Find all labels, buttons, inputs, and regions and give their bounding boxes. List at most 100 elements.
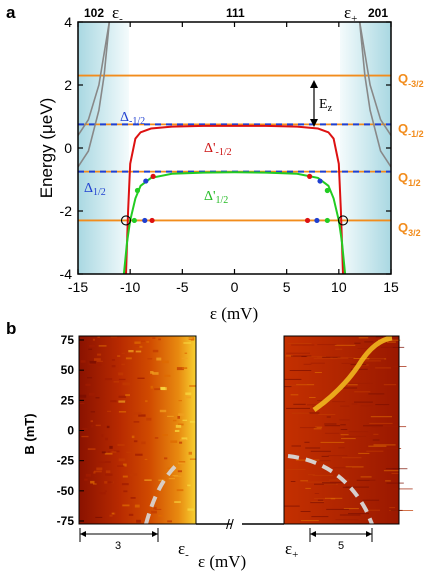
heat-pixel bbox=[111, 365, 116, 368]
heat-streak bbox=[349, 382, 373, 384]
heat-streak bbox=[375, 404, 390, 406]
b-x-axis-label: ε (mV) bbox=[198, 552, 246, 571]
crossing-circle bbox=[337, 215, 349, 226]
y-tick-label: -4 bbox=[60, 266, 73, 282]
heat-streak bbox=[284, 386, 292, 388]
x-tick-label: -15 bbox=[68, 279, 88, 295]
heat-pixel bbox=[135, 350, 142, 353]
shade-left bbox=[78, 22, 129, 274]
heat-streak bbox=[373, 433, 379, 435]
region-labels: 102 111 201 bbox=[84, 6, 388, 20]
heat-pixel bbox=[145, 400, 148, 403]
heat-streak bbox=[369, 479, 377, 481]
marker-dot bbox=[314, 217, 320, 224]
heat-pixel bbox=[97, 363, 102, 366]
delta-half-label: Δ1/2 bbox=[84, 181, 106, 198]
heat-pixel bbox=[90, 411, 95, 413]
heat-streak bbox=[375, 336, 384, 338]
q-1-2-label: Q1/2 bbox=[398, 170, 421, 188]
heat-streak bbox=[338, 447, 345, 449]
heat-streak bbox=[360, 476, 372, 478]
b-y-tick-label: 75 bbox=[61, 333, 75, 347]
heat-pixel bbox=[175, 424, 182, 428]
heat-pixel bbox=[101, 451, 106, 454]
x-axis-label: ε (mV) bbox=[210, 304, 258, 323]
heat-pixel bbox=[154, 508, 162, 510]
heat-streak bbox=[320, 441, 345, 443]
heat-streak bbox=[390, 509, 403, 511]
series-gray-left-outer bbox=[78, 22, 111, 136]
heat-streak bbox=[392, 488, 413, 490]
heat-streak bbox=[356, 479, 376, 481]
heat-streak bbox=[285, 469, 306, 470]
heat-pixel bbox=[186, 396, 191, 399]
heat-pixel bbox=[129, 473, 138, 476]
heat-pixel bbox=[111, 451, 117, 453]
heat-streak bbox=[312, 474, 333, 476]
heat-streak bbox=[354, 391, 371, 393]
x-tick-label: 5 bbox=[283, 279, 291, 295]
heat-streak bbox=[306, 356, 326, 358]
axis-ticks: -15 -10 -5 0 5 10 15 4 2 0 -2 -4 bbox=[60, 14, 399, 295]
heat-pixel bbox=[167, 467, 173, 469]
heat-pixel bbox=[94, 358, 101, 361]
heat-pixel bbox=[150, 385, 154, 389]
heat-streak bbox=[354, 342, 361, 344]
heat-pixel bbox=[99, 492, 106, 495]
heat-pixel bbox=[172, 475, 179, 477]
heatmap-right-frame bbox=[283, 335, 400, 525]
y-tick-label: 4 bbox=[64, 14, 72, 30]
heat-pixel bbox=[138, 414, 146, 417]
heat-pixel bbox=[93, 471, 96, 474]
heat-pixel bbox=[91, 424, 94, 428]
heat-streak bbox=[369, 422, 393, 424]
heat-pixel bbox=[101, 434, 104, 438]
heat-pixel bbox=[107, 481, 113, 484]
heat-pixel bbox=[185, 392, 192, 395]
ez-label: Ez bbox=[319, 97, 333, 114]
heat-streak bbox=[306, 481, 330, 483]
heat-streak bbox=[391, 472, 400, 474]
heat-streak bbox=[300, 480, 308, 482]
heat-pixel bbox=[164, 374, 171, 377]
heat-pixel bbox=[158, 338, 161, 341]
heat-pixel bbox=[96, 360, 103, 362]
heat-streak bbox=[310, 362, 325, 364]
heat-pixel bbox=[93, 483, 97, 485]
heat-pixel bbox=[188, 451, 192, 455]
panel-a-label: a bbox=[6, 3, 16, 22]
heat-streak bbox=[347, 384, 358, 386]
heat-streak bbox=[315, 426, 323, 428]
heat-streak bbox=[340, 429, 348, 430]
heat-pixel bbox=[158, 514, 163, 517]
heat-pixel bbox=[133, 421, 140, 423]
heat-streak bbox=[357, 348, 376, 349]
heat-pixel bbox=[158, 479, 165, 481]
heatmap-right bbox=[284, 335, 414, 525]
b-y-tick-label: 25 bbox=[61, 393, 75, 407]
heat-pixel bbox=[152, 337, 156, 339]
heat-pixel bbox=[139, 345, 143, 348]
heat-streak bbox=[392, 468, 408, 470]
heat-pixel bbox=[109, 514, 113, 517]
heat-pixel bbox=[133, 412, 142, 415]
x-tick-label: -5 bbox=[176, 279, 189, 295]
axis-break-mark: // bbox=[226, 516, 234, 532]
heat-pixel bbox=[98, 345, 107, 347]
heat-pixel bbox=[189, 458, 196, 460]
heat-streak bbox=[291, 445, 301, 447]
heat-pixel bbox=[85, 383, 91, 386]
heat-pixel bbox=[146, 341, 150, 343]
b-axis-ticks: 75 50 25 0 -25 -50 -75 bbox=[57, 333, 84, 528]
heat-pixel bbox=[133, 440, 138, 443]
marker-dot bbox=[150, 173, 156, 179]
heat-streak bbox=[343, 508, 359, 510]
heat-pixel bbox=[162, 434, 168, 436]
heat-streak bbox=[313, 428, 322, 430]
heat-streak bbox=[305, 487, 311, 489]
b-eps-plus: ε+ bbox=[285, 539, 298, 561]
heat-pixel bbox=[134, 341, 141, 344]
heat-streak bbox=[340, 424, 346, 426]
ez-arrow bbox=[310, 80, 318, 127]
heat-pixel bbox=[90, 420, 93, 423]
